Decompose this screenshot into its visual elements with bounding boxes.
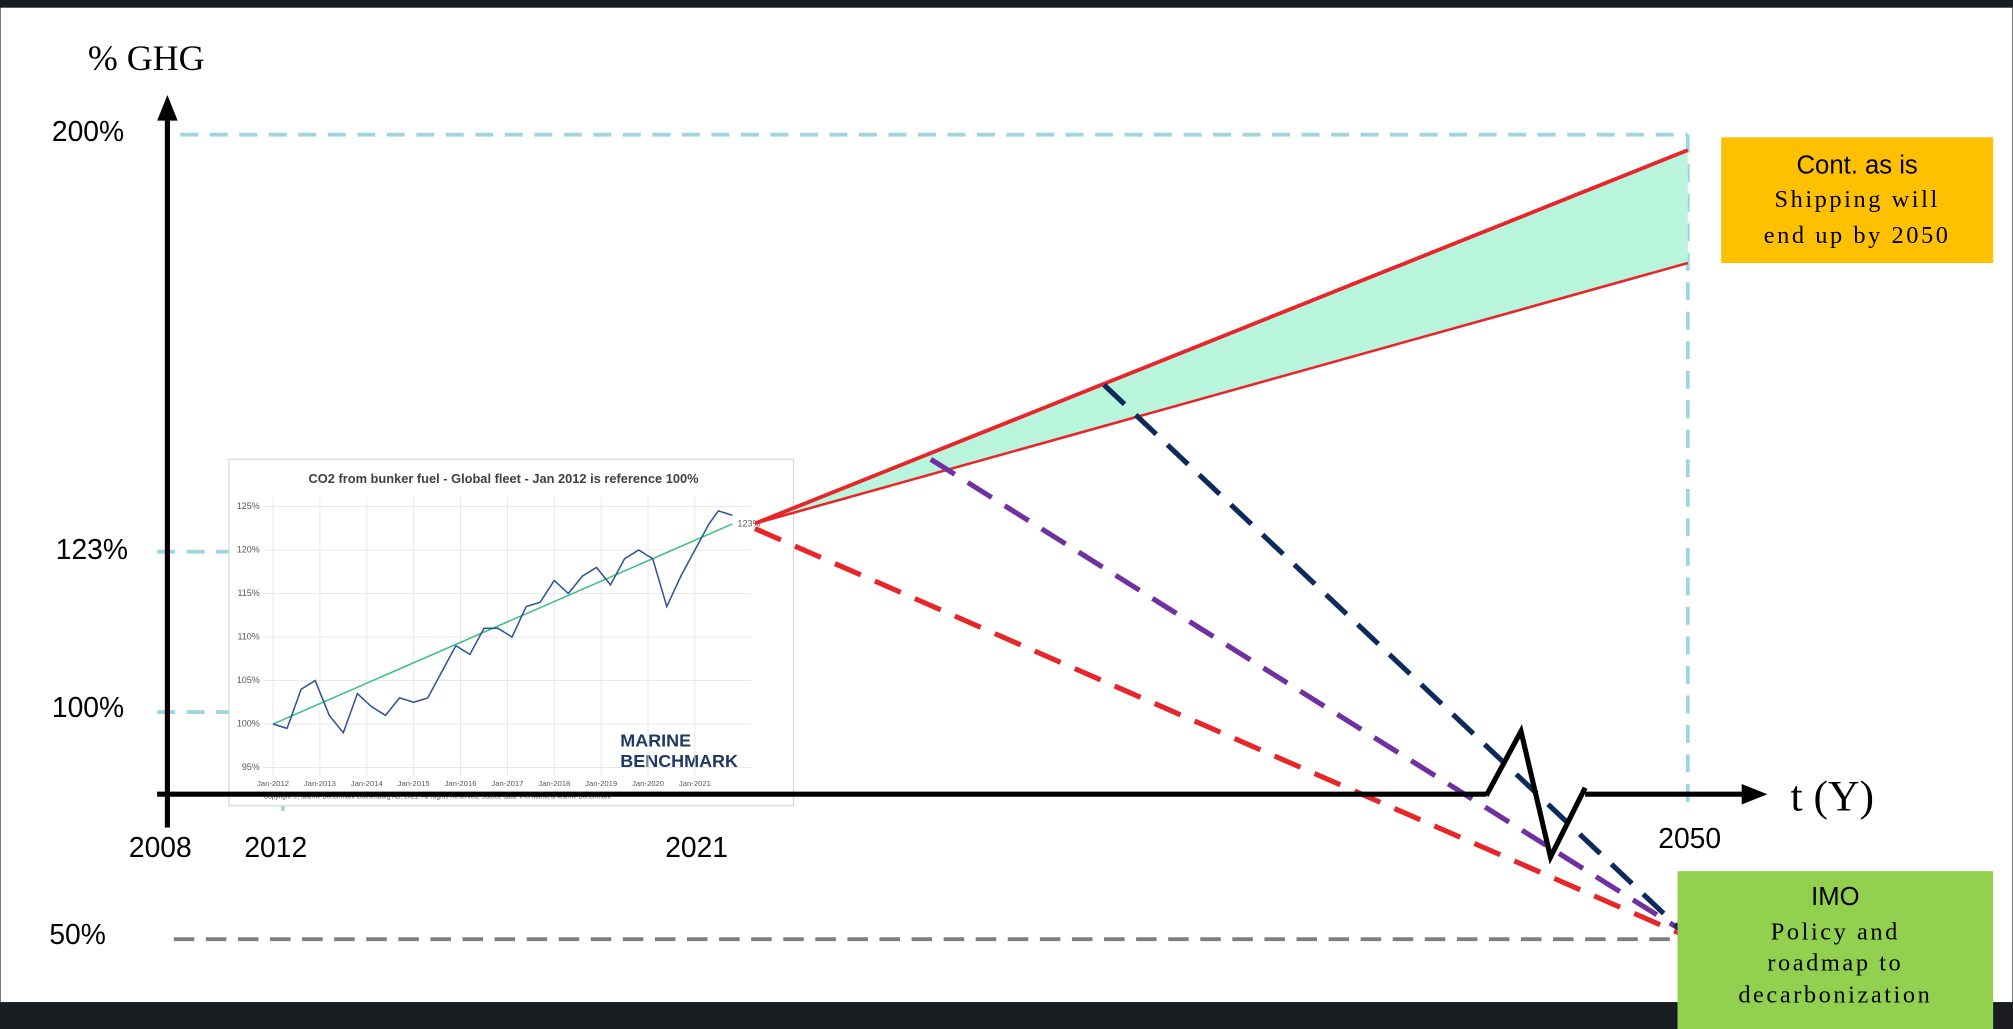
box-text: Policy and — [1771, 919, 1900, 946]
x-tick-label: Jan-2021 — [679, 779, 711, 788]
logo: MARINE — [620, 730, 691, 750]
y-tick-label: 120% — [237, 544, 260, 554]
y-tick-label: 100% — [237, 718, 260, 728]
y-tick-label: 95% — [242, 762, 260, 772]
x-label: 2008 — [129, 831, 192, 863]
x-label: 2050 — [1658, 822, 1721, 854]
x-axis-title: t (Y) — [1790, 773, 1874, 821]
y-label: 200% — [52, 115, 124, 147]
x-tick-label: Jan-2015 — [398, 779, 430, 788]
inset-chart: CO2 from bunker fuel - Global fleet - Ja… — [229, 459, 794, 805]
x-tick-label: Jan-2020 — [632, 779, 664, 788]
x-label: 2021 — [665, 831, 728, 863]
y-tick-label: 125% — [237, 501, 260, 511]
y-tick-label: 105% — [237, 675, 260, 685]
inset-title: CO2 from bunker fuel - Global fleet - Ja… — [309, 471, 700, 486]
box-title: Cont. as is — [1797, 152, 1918, 180]
x-label: 2012 — [244, 831, 307, 863]
slide: CO2 from bunker fuel - Global fleet - Ja… — [0, 0, 2013, 1029]
y-tick-label: 110% — [237, 631, 259, 641]
x-tick-label: Jan-2017 — [491, 779, 523, 788]
x-tick-label: Jan-2019 — [585, 779, 617, 788]
box-text: roadmap to — [1767, 949, 1903, 976]
x-tick-label: Jan-2013 — [304, 779, 336, 788]
y-axis-title: % GHG — [88, 38, 205, 78]
box-text: decarbonization — [1738, 982, 1932, 1009]
y-label: 50% — [49, 918, 105, 950]
x-tick-label: Jan-2014 — [351, 779, 384, 788]
x-tick-label: Jan-2016 — [444, 779, 476, 788]
y-tick-label: 115% — [237, 588, 259, 598]
box-text: end up by 2050 — [1764, 222, 1951, 249]
x-tick-label: Jan-2012 — [257, 779, 289, 788]
y-label: 123% — [56, 533, 128, 565]
y-label: 100% — [52, 691, 124, 723]
page: {"axis_title_y":"% GHG","axis_title_x":"… — [0, 0, 2013, 1029]
box-text: Shipping will — [1774, 186, 1939, 213]
box-title: IMO — [1811, 883, 1859, 911]
x-tick-label: Jan-2018 — [538, 779, 570, 788]
